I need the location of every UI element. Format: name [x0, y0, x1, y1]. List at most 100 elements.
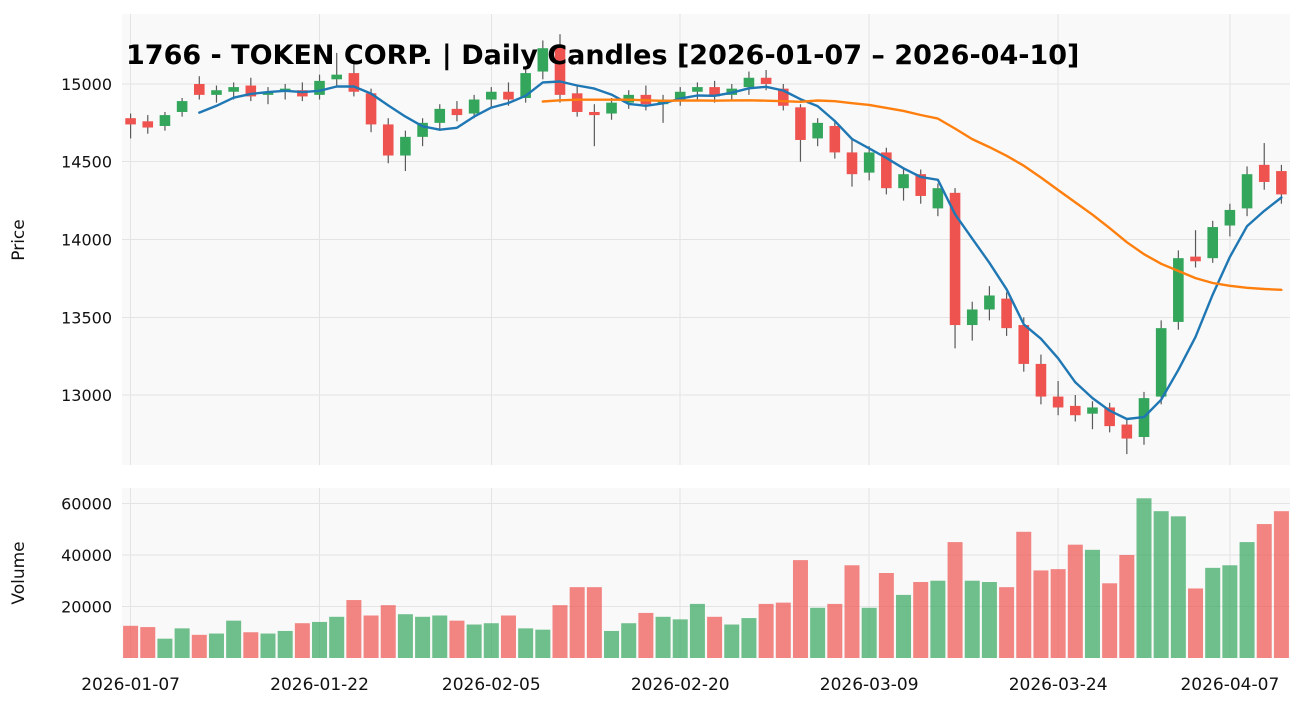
candle-body [382, 124, 394, 156]
candle-body [176, 101, 188, 112]
volume-bar [329, 616, 345, 658]
ma-long-line [541, 98, 1283, 291]
candle-body [262, 91, 274, 95]
candle-body [846, 152, 858, 175]
volume-bar [947, 542, 963, 658]
volume-bar [1170, 516, 1186, 658]
candle-body [1018, 325, 1030, 364]
volume-bar [1153, 511, 1169, 658]
candle-body [863, 152, 875, 173]
volume-bar [896, 594, 912, 658]
axis-ticks: 13000 13500 14000 14500 15000 20000 40000 60000… [61, 75, 1279, 695]
price-axis-label: Price [9, 219, 29, 260]
ma-short-line [198, 80, 1283, 421]
volume-bar [260, 633, 276, 658]
price-tick-label: 14000 [61, 231, 112, 250]
volume-bar [1273, 511, 1289, 658]
volume-tick-label: 60000 [61, 494, 112, 513]
date-tick-label: 2026-03-24 [1009, 675, 1108, 695]
candle-body [228, 87, 239, 92]
volume-bar [586, 587, 602, 658]
volume-axis-label: Volume [9, 541, 29, 604]
volume-bar [999, 587, 1015, 658]
candle-body [417, 122, 428, 137]
date-tick-label: 2026-01-07 [81, 675, 180, 695]
candle-body [503, 91, 514, 100]
candle-body [537, 48, 549, 72]
candle-body [966, 309, 978, 326]
candle-body [881, 152, 892, 189]
volume-bars [123, 498, 1289, 658]
volume-bar [655, 616, 671, 658]
date-tick-label: 2026-02-05 [442, 675, 541, 695]
candle-body [1276, 171, 1287, 195]
volume-bar [878, 573, 894, 658]
volume-tick-label: 40000 [61, 546, 112, 565]
candle-body [829, 125, 841, 153]
volume-bar [1205, 567, 1221, 658]
volume-bar [638, 612, 654, 658]
candle-body [571, 93, 583, 112]
volume-bar [792, 560, 808, 658]
candle-body [1241, 174, 1253, 209]
volume-bar [1136, 498, 1152, 658]
candle-body [159, 115, 171, 126]
candle-body [795, 107, 806, 140]
panel-backgrounds [122, 14, 1290, 658]
volume-bar [827, 603, 843, 658]
volume-bar [294, 623, 310, 658]
candle-body [314, 80, 325, 95]
candle-body [331, 74, 343, 80]
volume-bar [1188, 588, 1204, 658]
volume-bar [397, 614, 413, 658]
volume-bar [861, 607, 877, 658]
volume-bar [981, 582, 997, 658]
candle-body [211, 90, 222, 95]
price-tick-label: 15000 [61, 75, 112, 94]
candle-body [1069, 405, 1081, 416]
volume-bar [157, 638, 173, 658]
candle-body [125, 118, 136, 125]
chart-title: 1766 - TOKEN CORP. | Daily Candles [2026… [126, 40, 1080, 71]
volume-bar [191, 634, 207, 658]
candle-body [777, 88, 789, 106]
volume-bar [810, 607, 826, 658]
moving-averages [198, 80, 1283, 421]
volume-bar [604, 630, 620, 658]
volume-bar [724, 624, 740, 658]
volume-bar [621, 623, 637, 658]
candle-body [589, 111, 600, 116]
candle-body [760, 77, 772, 84]
candle-body [1001, 298, 1012, 329]
candle-body [1207, 227, 1219, 259]
volume-bar [277, 630, 293, 658]
candle-body [485, 91, 497, 100]
volume-bar [123, 625, 139, 658]
candle-body [674, 91, 686, 100]
candle-body [915, 174, 927, 196]
volume-bar [758, 603, 774, 658]
volume-bar [707, 616, 723, 658]
candle-body [1155, 328, 1167, 397]
volume-bar [569, 587, 585, 658]
date-tick-label: 2026-02-20 [631, 675, 730, 695]
volume-bar [1119, 554, 1135, 658]
volume-bar [689, 603, 705, 658]
volume-bar [1256, 524, 1272, 658]
candle-body [451, 108, 463, 116]
candle-body [812, 122, 823, 139]
candle-body [1104, 407, 1115, 427]
volume-bar [449, 620, 465, 658]
volume-bar [518, 628, 534, 658]
volume-bar [552, 605, 568, 658]
candle-body [520, 73, 531, 98]
volume-bar [415, 616, 431, 658]
volume-bar [432, 615, 448, 658]
candle-body [743, 77, 755, 88]
candle-body [1224, 209, 1236, 226]
candle-body [1052, 396, 1064, 408]
volume-bar [1222, 565, 1238, 658]
candle-body [606, 102, 617, 114]
volume-bar [466, 624, 482, 658]
volume-bar [672, 619, 688, 658]
